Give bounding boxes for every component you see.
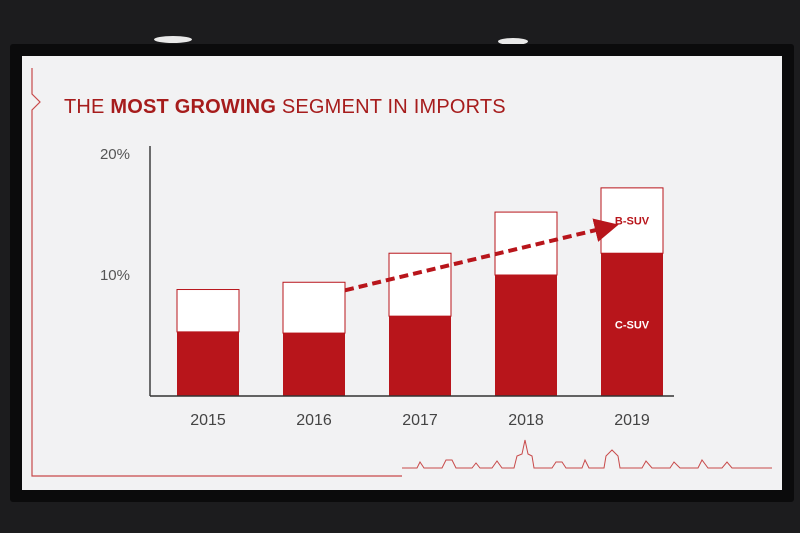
slide-title-suffix: SEGMENT IN IMPORTS <box>276 96 506 118</box>
ceiling-light <box>498 38 528 45</box>
series-label-b-suv: B-SUV <box>615 216 650 228</box>
presentation-screen: THE MOST GROWING SEGMENT IN IMPORTS 2015… <box>22 56 782 490</box>
trend-arrow <box>344 218 619 293</box>
bar-c-suv <box>601 253 663 396</box>
y-tick-label: 10% <box>100 267 130 284</box>
bar-b-suv <box>388 252 452 317</box>
bar-b-suv <box>176 289 240 333</box>
x-tick-label: 2018 <box>508 412 544 429</box>
x-tick-label: 2015 <box>190 412 226 429</box>
x-tick-label: 2019 <box>614 412 650 429</box>
ceiling-light <box>154 36 192 43</box>
slide-title-emphasis: MOST GROWING <box>110 96 277 118</box>
slide-title: THE MOST GROWING SEGMENT IN IMPORTS <box>64 96 506 119</box>
city-skyline-decoration <box>402 439 772 469</box>
bar-b-suv <box>494 211 558 276</box>
slide-title-prefix: THE <box>64 96 111 118</box>
series-label-c-suv: C-SUV <box>615 320 650 332</box>
bar-c-suv <box>389 316 451 396</box>
slide-frame <box>31 68 772 477</box>
x-tick-label: 2016 <box>296 412 332 429</box>
x-tick-label: 2017 <box>402 412 438 429</box>
bar-b-suv <box>282 281 346 334</box>
bar-c-suv <box>283 333 345 396</box>
bar-c-suv <box>495 275 557 396</box>
stacked-bar-chart: 2015 2016 2017 2018 2019 B-SUV C-SUV 10% 20% <box>100 146 674 429</box>
y-tick-label: 20% <box>100 146 130 163</box>
bar-c-suv <box>177 331 239 396</box>
